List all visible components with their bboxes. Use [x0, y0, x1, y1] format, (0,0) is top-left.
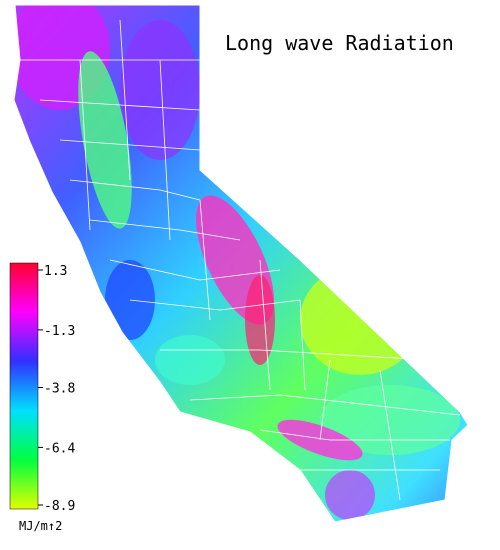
- colorbar: [9, 262, 39, 510]
- map-title: Long wave Radiation: [225, 31, 454, 55]
- colorbar-tick-label: -6.4: [44, 441, 75, 456]
- colorbar-tick-label: -3.8: [44, 382, 75, 397]
- colorbar-tick-label: -1.3: [44, 324, 75, 339]
- colorbar-unit: MJ/m↑2: [19, 519, 62, 533]
- colorbar-tick-label: 1.3: [44, 264, 67, 279]
- colorbar-tick-label: -8.9: [44, 499, 75, 514]
